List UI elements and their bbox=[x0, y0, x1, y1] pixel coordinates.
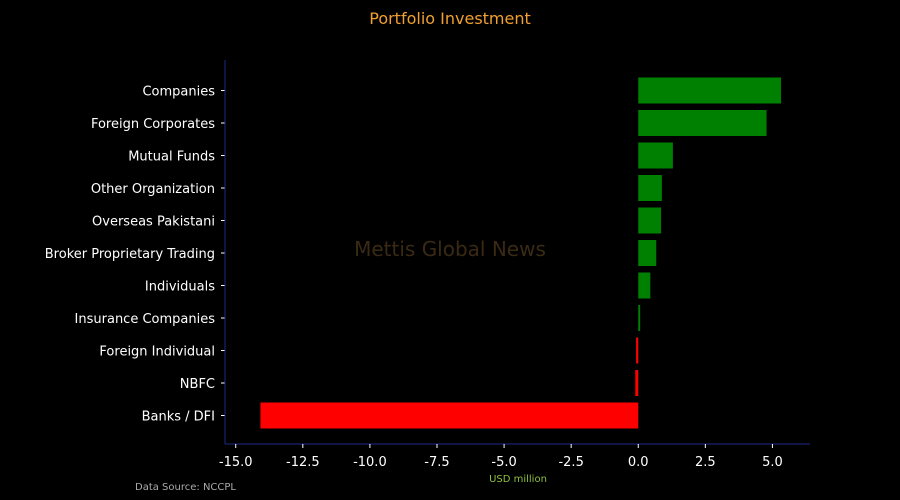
y-tick-label-companies: Companies bbox=[142, 85, 215, 100]
y-tick-label-broker-proprietary-trading: Broker Proprietary Trading bbox=[45, 247, 215, 262]
x-tick-label: -12.5 bbox=[286, 455, 320, 470]
y-tick-label-mutual-funds: Mutual Funds bbox=[128, 150, 215, 165]
bar-mutual-funds bbox=[638, 142, 673, 169]
x-tick-label: 0.0 bbox=[628, 455, 649, 470]
x-tick-label: -7.5 bbox=[424, 455, 449, 470]
bar-nbfc bbox=[635, 370, 639, 396]
x-tick-label: -15.0 bbox=[219, 455, 253, 470]
x-tick-label: -2.5 bbox=[558, 455, 583, 470]
bar-overseas-pakistani bbox=[638, 207, 662, 234]
y-tick-label-nbfc: NBFC bbox=[180, 377, 215, 392]
y-tick-label-individuals: Individuals bbox=[145, 280, 215, 295]
y-tick-label-insurance-companies: Insurance Companies bbox=[75, 312, 216, 327]
bars-group bbox=[260, 77, 782, 429]
chart-title: Portfolio Investment bbox=[369, 9, 531, 28]
bar-companies bbox=[638, 77, 782, 104]
bar-broker-proprietary-trading bbox=[638, 240, 657, 266]
y-tick-label-foreign-individual: Foreign Individual bbox=[99, 345, 215, 360]
bar-banks-dfi bbox=[260, 402, 639, 429]
y-tick-label-foreign-corporates: Foreign Corporates bbox=[91, 117, 215, 132]
x-axis-label: USD million bbox=[489, 474, 547, 485]
x-tick-label: -10.0 bbox=[353, 455, 387, 470]
bar-foreign-individual bbox=[636, 337, 639, 364]
data-source: Data Source: NCCPL bbox=[135, 482, 236, 493]
bar-other-organization bbox=[638, 175, 662, 201]
watermark: Mettis Global News bbox=[354, 237, 546, 261]
x-tick-label: -5.0 bbox=[491, 455, 516, 470]
bar-insurance-companies bbox=[638, 305, 641, 331]
x-tick-label: 5.0 bbox=[762, 455, 783, 470]
bar-individuals bbox=[638, 272, 651, 299]
y-tick-label-overseas-pakistani: Overseas Pakistani bbox=[92, 215, 215, 230]
axes-group: Companies Foreign Corporates Mutual Funds… bbox=[45, 60, 810, 470]
bar-foreign-corporates bbox=[638, 110, 767, 136]
y-tick-label-banks-dfi: Banks / DFI bbox=[142, 410, 215, 425]
x-tick-label: 2.5 bbox=[695, 455, 716, 470]
y-tick-label-other-organization: Other Organization bbox=[91, 182, 215, 197]
